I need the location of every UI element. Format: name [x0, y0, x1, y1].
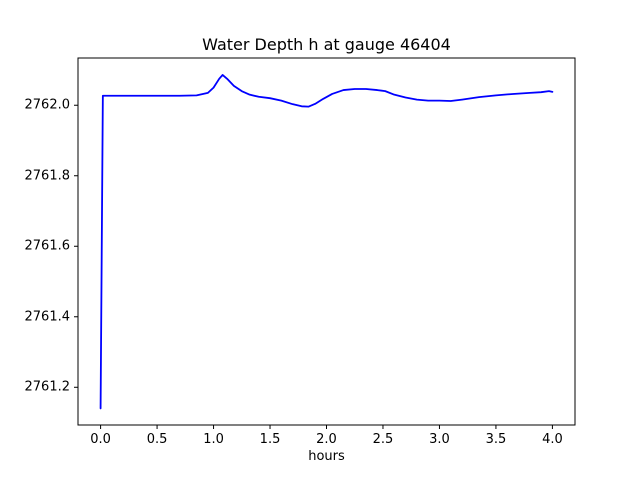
y-tick-label: 2761.8 [24, 168, 71, 184]
x-tick-label: 0.5 [146, 432, 168, 447]
y-tick-label: 2761.6 [24, 238, 71, 254]
y-tick-label: 2761.4 [24, 309, 71, 325]
y-tick-label: 2762.0 [24, 97, 71, 113]
x-tick-label: 0.0 [90, 432, 111, 447]
axes-frame [77, 57, 576, 426]
x-tick-label: 3.0 [429, 432, 450, 447]
x-axis-label: hours [308, 449, 345, 464]
chart-title: Water Depth h at gauge 46404 [202, 35, 451, 54]
x-tick-label: 4.0 [542, 432, 563, 447]
x-tick-label: 3.5 [485, 432, 507, 447]
x-tick-label: 1.5 [259, 432, 281, 447]
x-tick-label: 1.0 [203, 432, 224, 447]
depth-line-series [99, 74, 554, 410]
y-tick-label: 2761.2 [24, 379, 71, 395]
x-tick-label: 2.0 [316, 432, 337, 447]
x-tick-label: 2.5 [372, 432, 394, 447]
